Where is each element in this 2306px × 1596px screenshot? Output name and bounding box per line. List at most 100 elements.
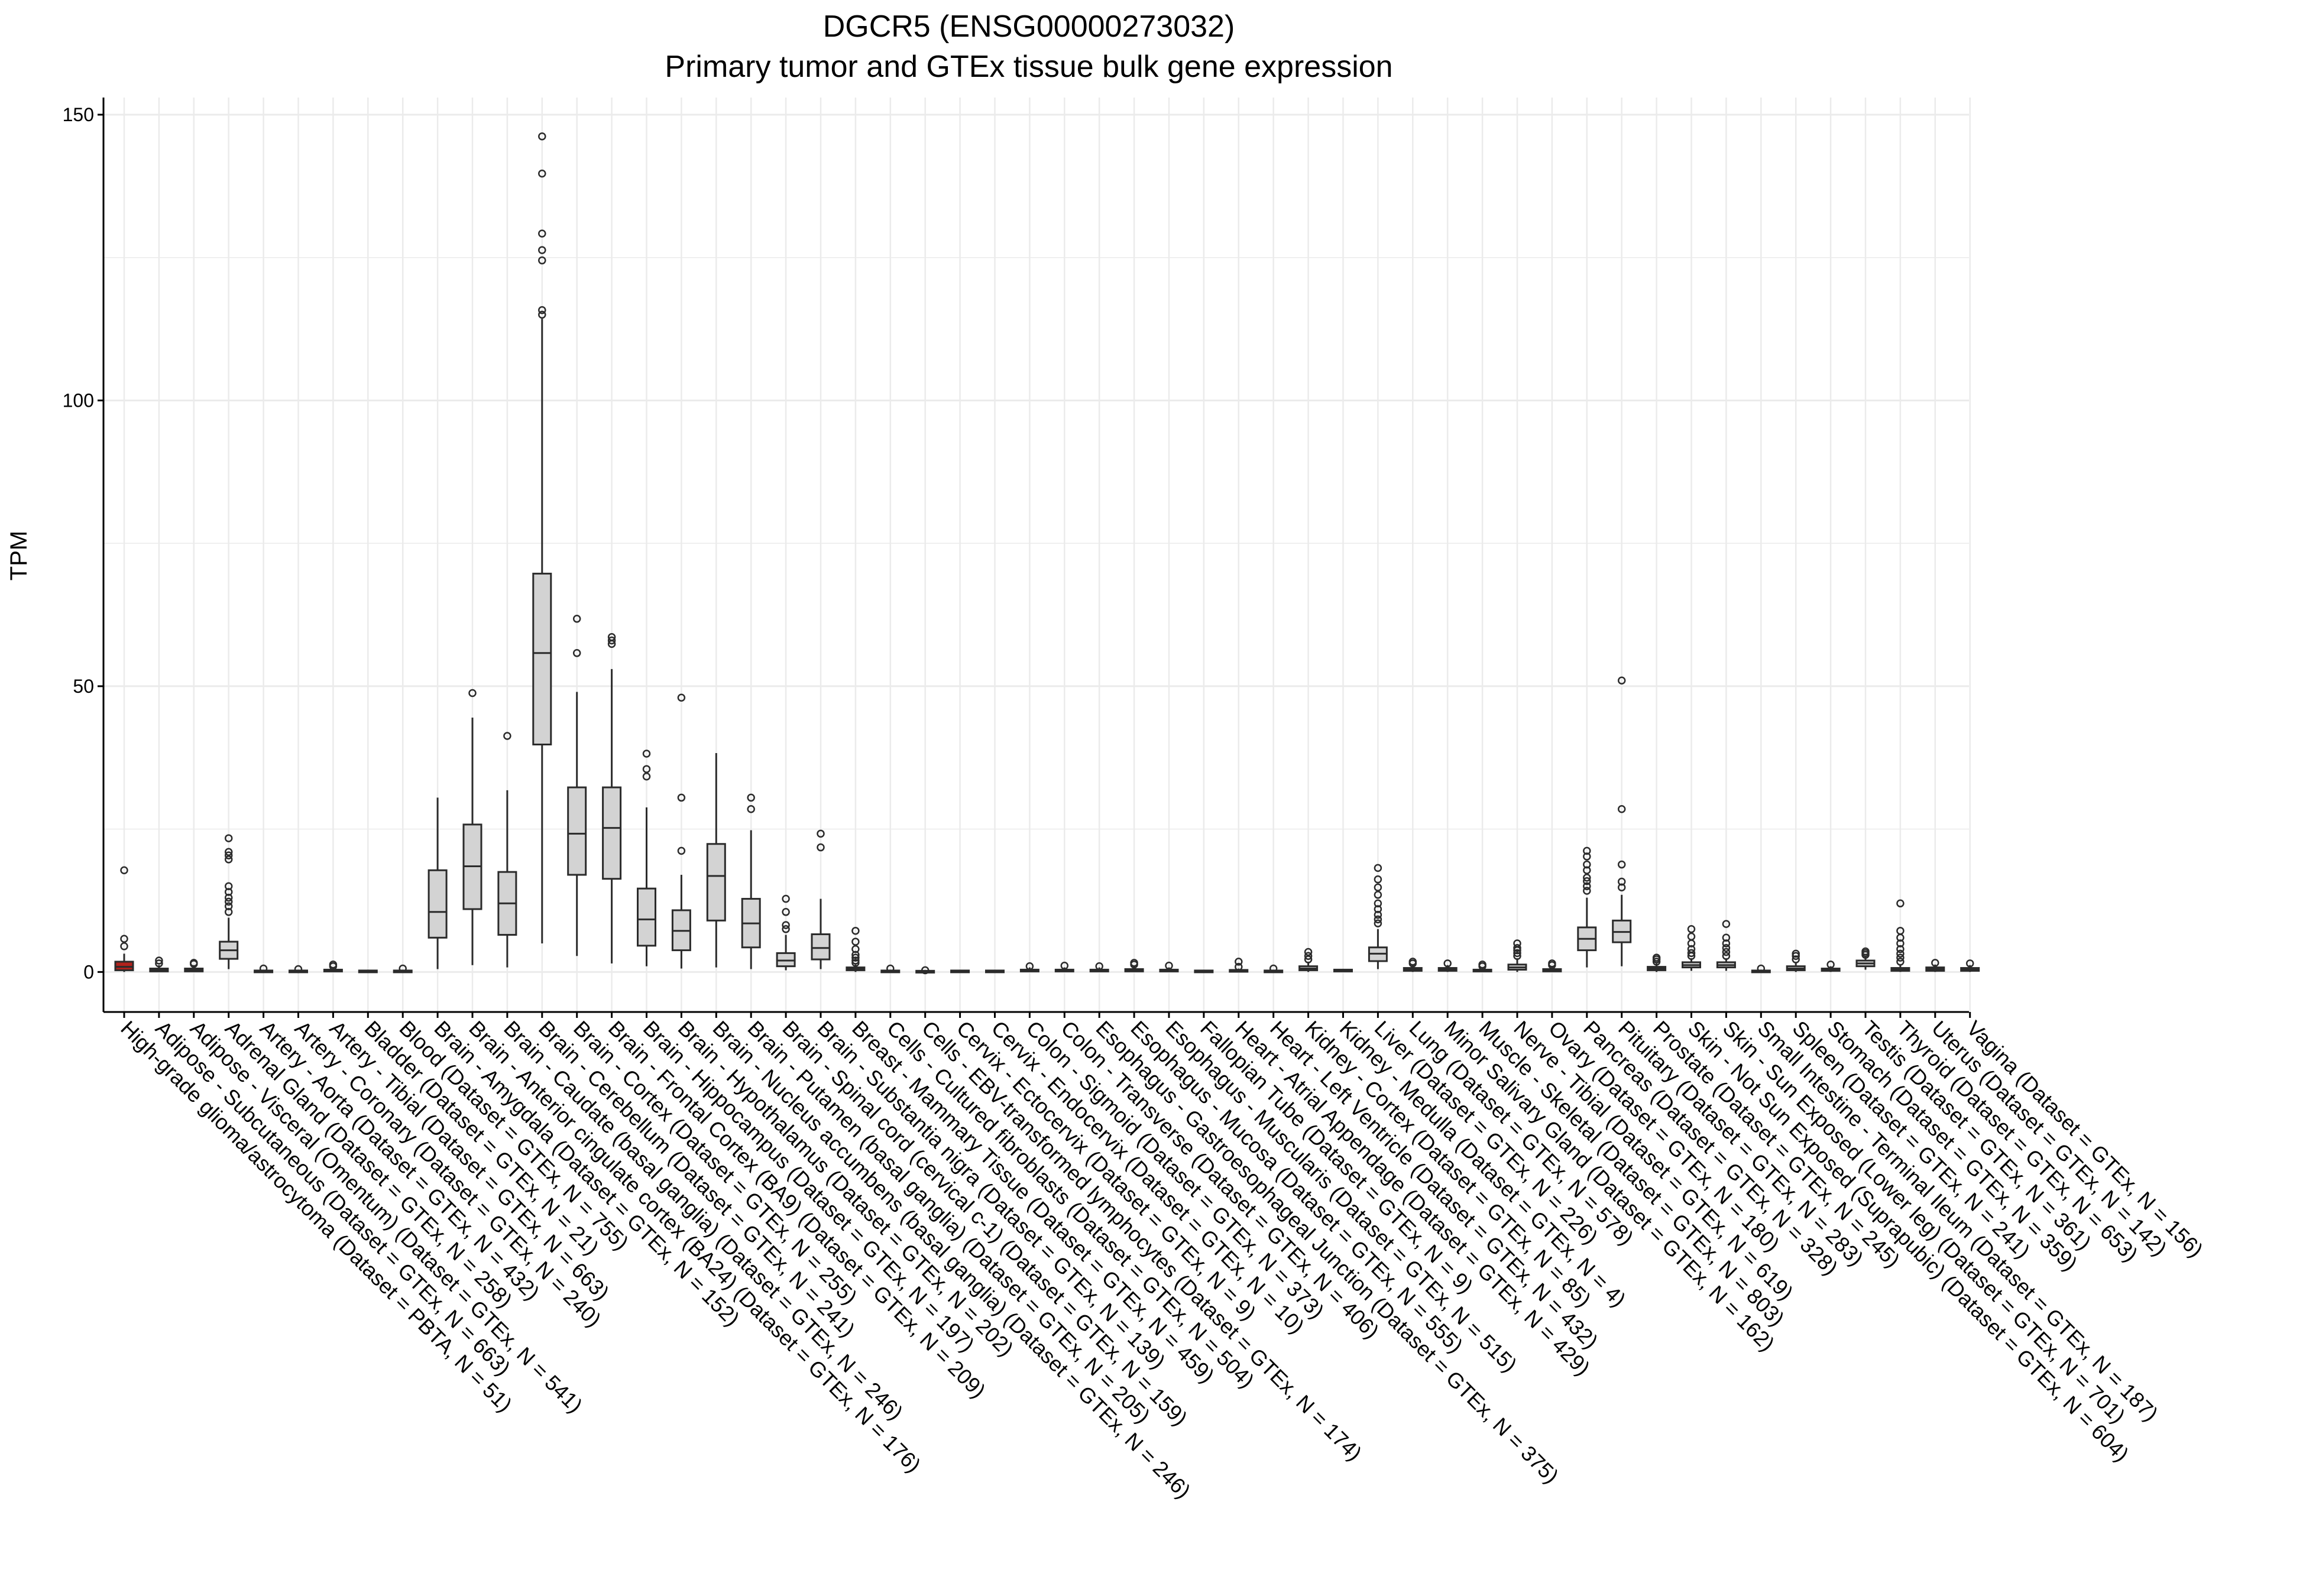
box-group [637, 750, 656, 966]
y-tick-label: 0 [83, 961, 94, 982]
outlier-point [572, 649, 581, 657]
box-group [915, 966, 935, 975]
box-group [1682, 925, 1701, 971]
outlier-point [1687, 932, 1696, 941]
outlier-point [1687, 945, 1696, 953]
box-group [567, 615, 587, 956]
outlier-point [851, 945, 860, 953]
outlier-point [224, 908, 233, 916]
box-group [1019, 962, 1039, 972]
outlier-point [1513, 949, 1521, 958]
outlier-point [1792, 949, 1800, 958]
box-group [985, 969, 1005, 974]
outlier-point [817, 829, 825, 838]
box-group [358, 969, 378, 974]
box-group [1507, 939, 1527, 972]
outlier-point [1896, 953, 1905, 962]
box-group [1229, 958, 1249, 973]
outlier-point [1130, 959, 1138, 967]
outlier-point [224, 897, 233, 906]
outlier-point [1408, 958, 1417, 966]
box-group [741, 793, 761, 969]
box-group [254, 964, 274, 974]
outlier-point [399, 964, 407, 973]
outlier-point [155, 956, 163, 965]
y-tick-label: 50 [73, 676, 94, 697]
box-group [1159, 961, 1179, 972]
box-group [1054, 961, 1074, 972]
outlier-point [886, 964, 895, 973]
outlier-point [1583, 887, 1591, 895]
outlier-point [677, 793, 686, 802]
outlier-point [538, 246, 546, 254]
outlier-point [224, 882, 233, 891]
outlier-point [1652, 953, 1661, 962]
box-group [1194, 969, 1214, 974]
outlier-point [1617, 676, 1626, 685]
outlier-point [1374, 910, 1382, 919]
box-group [219, 834, 239, 969]
grid-lines [103, 98, 1971, 1012]
box-group [184, 959, 204, 972]
boxes [114, 132, 1980, 975]
box [427, 869, 448, 939]
outlier-point [155, 959, 163, 968]
box-group [427, 797, 448, 969]
outlier-point [1931, 959, 1939, 967]
outlier-point [1269, 964, 1278, 973]
box-group [532, 132, 552, 943]
y-tick-label: 150 [63, 104, 94, 125]
outlier-point [538, 229, 546, 238]
outlier-point [677, 693, 686, 702]
axes: 0 50 100 150 [63, 98, 1971, 1018]
outlier-point [747, 793, 755, 802]
outlier-point [1687, 949, 1696, 958]
box-group [1437, 959, 1458, 972]
outlier-point [1374, 919, 1382, 927]
outlier-point [677, 846, 686, 855]
box [637, 887, 656, 947]
box-group [149, 956, 169, 972]
outlier-point [224, 848, 233, 857]
outlier-point [224, 888, 233, 896]
outlier-point [538, 306, 546, 314]
outlier-point [190, 959, 198, 967]
outlier-point [1374, 875, 1382, 884]
outlier-point [642, 750, 651, 758]
outlier-point [1478, 960, 1486, 969]
outlier-point [538, 256, 546, 265]
outlier-point [468, 689, 477, 698]
outlier-point [1548, 959, 1556, 968]
outlier-point [1583, 882, 1591, 891]
outlier-point [642, 765, 651, 773]
outlier-point [1722, 933, 1731, 942]
outlier-point [1896, 899, 1905, 908]
outlier-point [1304, 948, 1313, 956]
chart-title: DGCR5 (ENSG00000273032) [823, 9, 1235, 44]
outlier-point [1025, 962, 1034, 971]
box-group [1089, 962, 1109, 972]
outlier-point [817, 843, 825, 852]
outlier-point [1235, 962, 1243, 971]
outlier-point [1513, 939, 1521, 948]
outlier-point [1583, 877, 1591, 885]
box-group [1472, 960, 1492, 972]
outlier-point [1757, 964, 1766, 973]
outlier-point [1896, 958, 1905, 966]
outlier-point [1583, 860, 1591, 869]
outlier-point [1304, 955, 1313, 964]
box-group [1577, 846, 1597, 968]
outlier-point [1722, 939, 1731, 948]
box-group [706, 753, 726, 968]
box-group [776, 894, 796, 971]
outlier-point [782, 925, 790, 933]
outlier-point [1896, 949, 1905, 958]
outlier-point [1583, 846, 1591, 855]
box-group [289, 965, 308, 974]
outlier-point [1617, 860, 1626, 869]
outlier-point [503, 732, 511, 740]
outlier-point [224, 902, 233, 910]
outlier-point [782, 921, 790, 929]
outlier-point [1792, 955, 1800, 964]
